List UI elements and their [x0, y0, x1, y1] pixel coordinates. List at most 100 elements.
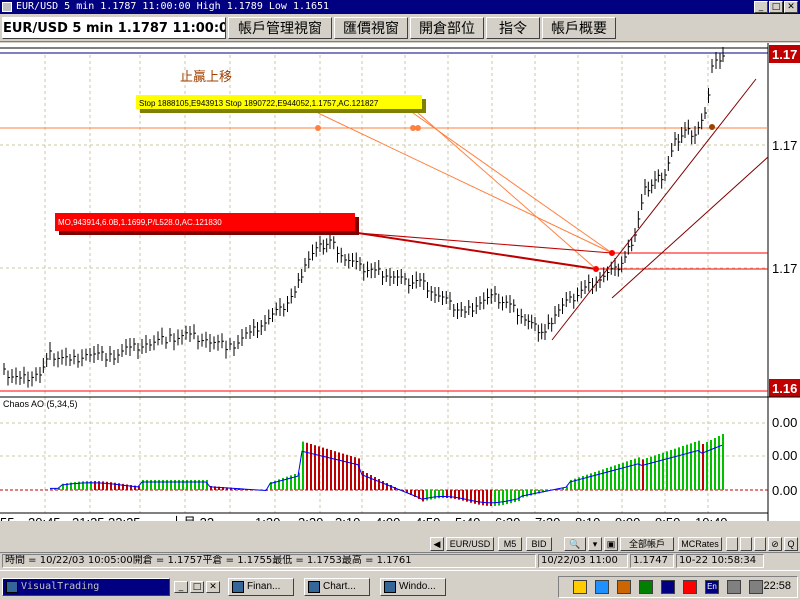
- accounts-selector[interactable]: 全部帳戶: [620, 537, 674, 551]
- stop-icon[interactable]: ⊘: [768, 537, 782, 551]
- ao-bar: [478, 490, 480, 505]
- time-tick-label: 9:50: [655, 515, 680, 521]
- ao-bar: [342, 453, 344, 490]
- ie-icon[interactable]: [595, 580, 609, 594]
- task-maximize-button[interactable]: □: [190, 581, 204, 593]
- ao-bar: [130, 485, 132, 490]
- ao-bar: [194, 480, 196, 490]
- timeframe-selector[interactable]: M5: [498, 537, 522, 551]
- window-title: EUR/USD 5 min 1.1787 11:00:00 High 1.178…: [16, 1, 330, 12]
- ao-bar: [138, 486, 140, 490]
- stop-marker[interactable]: [410, 125, 416, 131]
- stop-label-box[interactable]: [136, 95, 422, 109]
- stop-marker[interactable]: [315, 125, 321, 131]
- trend-line-1[interactable]: [551, 78, 757, 341]
- scroll-left-button[interactable]: ◀: [430, 537, 444, 551]
- order-label-box[interactable]: [55, 213, 355, 231]
- dropdown-icon[interactable]: ▾: [588, 537, 602, 551]
- ao-bar: [154, 480, 156, 490]
- bar-price: 1.1747: [630, 554, 674, 568]
- annotation-text: 止贏上移: [180, 70, 232, 85]
- chart-icon[interactable]: [639, 580, 653, 594]
- ao-bar: [626, 461, 628, 490]
- symbol-selector[interactable]: EUR/USD: [446, 537, 494, 551]
- save-icon[interactable]: ▣: [604, 537, 618, 551]
- ao-bar: [338, 452, 340, 490]
- tab-orders[interactable]: 指令: [486, 17, 540, 39]
- grid: [0, 55, 768, 513]
- ao-bar: [502, 490, 504, 505]
- ao-bar: [286, 476, 288, 490]
- ao-bar: [270, 482, 272, 490]
- ao-bar: [70, 482, 72, 490]
- language-icon[interactable]: En: [705, 580, 719, 594]
- tab-account-summary[interactable]: 帳戶概要: [542, 17, 616, 39]
- ao-bar: [558, 488, 560, 490]
- minimize-button[interactable]: _: [754, 1, 768, 13]
- task-item[interactable]: Finan...: [228, 578, 294, 596]
- ao-bar: [230, 487, 232, 490]
- mcrates-button[interactable]: MCRates: [678, 537, 722, 551]
- ao-bar: [482, 490, 484, 506]
- outlook-icon[interactable]: [617, 580, 631, 594]
- order-marker[interactable]: [609, 250, 615, 256]
- ao-signal-line: [50, 444, 723, 504]
- time-tick-label: 6:30: [495, 515, 520, 521]
- ao-bar: [346, 454, 348, 490]
- app-icon[interactable]: [661, 580, 675, 594]
- order-marker[interactable]: [593, 266, 599, 272]
- trend-marker[interactable]: [709, 124, 715, 130]
- ao-bar: [534, 490, 536, 495]
- chart-panel[interactable]: 止贏上移 Stop 1888105,E943913 Stop 1890722,E…: [0, 43, 800, 521]
- task-close-button[interactable]: ✕: [206, 581, 220, 593]
- ao-bar: [114, 482, 116, 490]
- side-selector[interactable]: BID: [526, 537, 552, 551]
- ao-bar: [466, 490, 468, 502]
- q-button[interactable]: Q: [784, 537, 798, 551]
- time-tick-label: 10:40: [695, 515, 728, 521]
- status-bar: 時間 = 10/22/03 10:05:00開倉 = 1.1757平倉 = 1.…: [0, 552, 800, 568]
- network-icon[interactable]: [749, 580, 763, 594]
- ao-bar: [142, 480, 144, 490]
- ao-bar: [666, 451, 668, 490]
- price-chart[interactable]: 止贏上移 Stop 1888105,E943913 Stop 1890722,E…: [0, 43, 800, 521]
- color-icon[interactable]: [740, 537, 752, 551]
- ao-bar: [686, 444, 688, 490]
- stop-marker[interactable]: [415, 125, 421, 131]
- task-item[interactable]: Windo...: [380, 578, 446, 596]
- ao-bar: [390, 485, 392, 490]
- ao-bar: [74, 482, 76, 490]
- color-icon[interactable]: [754, 537, 766, 551]
- tab-chart[interactable]: EUR/USD 5 min 1.1787 11:00:00: [2, 17, 226, 39]
- ao-bar: [158, 480, 160, 490]
- speaker-icon[interactable]: [727, 580, 741, 594]
- start-button[interactable]: VisualTrading: [2, 578, 170, 596]
- ao-bar: [430, 490, 432, 500]
- ao-bar: [574, 478, 576, 490]
- color-icon[interactable]: [726, 537, 738, 551]
- ao-bar: [490, 490, 492, 506]
- close-button[interactable]: ✕: [784, 1, 798, 13]
- alert-icon[interactable]: [683, 580, 697, 594]
- ao-bar: [226, 487, 228, 490]
- ao-bar: [210, 486, 212, 490]
- tab-open-positions[interactable]: 開倉部位: [410, 17, 484, 39]
- ao-bar: [522, 490, 524, 498]
- tab-quotes[interactable]: 匯價視窗: [334, 17, 408, 39]
- ao-bar: [506, 490, 508, 505]
- server-time: 10-22 10:58:34: [676, 554, 764, 568]
- oscillator-tick-label: 0.00: [772, 448, 797, 463]
- ao-bar: [82, 481, 84, 490]
- ao-bar: [694, 442, 696, 490]
- candlestick-series: [3, 47, 725, 388]
- maximize-button[interactable]: □: [769, 1, 783, 13]
- task-item[interactable]: Chart...: [304, 578, 370, 596]
- task-minimize-button[interactable]: _: [174, 581, 188, 593]
- ao-bar: [414, 490, 416, 497]
- folder-icon[interactable]: [573, 580, 587, 594]
- window-icon: [232, 581, 244, 593]
- magnify-icon[interactable]: 🔍: [564, 537, 586, 551]
- ao-bar: [182, 480, 184, 490]
- tab-account-management[interactable]: 帳戶管理視窗: [228, 17, 332, 39]
- trend-line-2[interactable]: [611, 156, 769, 299]
